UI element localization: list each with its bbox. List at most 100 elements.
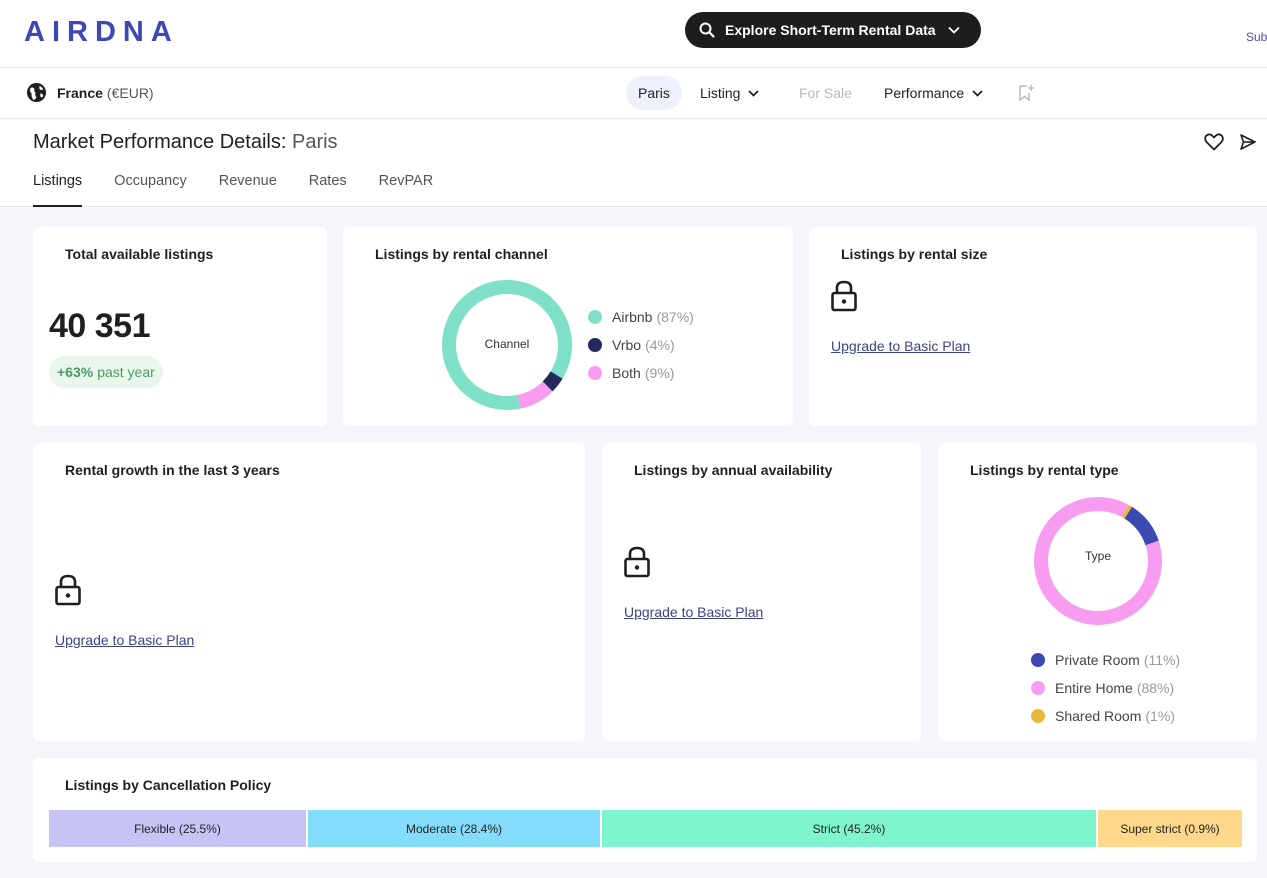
legend-item: Vrbo (4%) (588, 331, 694, 359)
donut-slice (517, 381, 553, 409)
cancellation-policy-card: Listings by Cancellation Policy Flexible… (33, 758, 1257, 862)
donut-center-label: Type (1085, 549, 1111, 563)
page-header: Market Performance Details: Paris Listin… (0, 119, 1267, 207)
card-title: Listings by annual availability (634, 462, 833, 478)
growth-label: past year (97, 364, 155, 380)
page-title: Market Performance Details: Paris (33, 131, 338, 154)
legend-pct: (1%) (1145, 708, 1175, 724)
card-title: Listings by rental type (970, 462, 1119, 478)
listing-dropdown[interactable]: Listing (688, 76, 771, 110)
card-title: Listings by rental channel (375, 246, 548, 262)
globe-icon (26, 82, 47, 103)
for-sale-nav[interactable]: For Sale (787, 76, 864, 110)
channel-legend: Airbnb (87%) Vrbo (4%) Both (9%) (588, 303, 694, 387)
title-city: Paris (291, 131, 338, 153)
tab-rates[interactable]: Rates (308, 173, 347, 189)
card-title: Rental growth in the last 3 years (65, 462, 280, 478)
market-nav-bar: France (€EUR) Paris Listing For Sale Per… (0, 68, 1267, 119)
donut-slice (1124, 506, 1159, 546)
airdna-logo[interactable]: AIRDNA (24, 14, 199, 46)
legend-label: Both (612, 365, 641, 381)
title-prefix: Market Performance Details: (33, 131, 287, 153)
rental-growth-card: Rental growth in the last 3 years Upgrad… (33, 443, 585, 741)
performance-label: Performance (884, 85, 965, 101)
rental-channel-card: Listings by rental channel Channel Airbn… (343, 227, 793, 426)
annual-availability-card: Listings by annual availability Upgrade … (602, 443, 921, 741)
legend-label: Entire Home (1055, 680, 1133, 696)
legend-item: Private Room (11%) (1031, 646, 1180, 674)
legend-dot (588, 310, 602, 324)
donut-slice (442, 280, 572, 410)
legend-pct: (4%) (645, 337, 675, 353)
region-selector[interactable]: France (€EUR) (26, 82, 154, 103)
tab-occupancy[interactable]: Occupancy (114, 173, 187, 189)
lock-icon (831, 280, 857, 312)
city-label: Paris (638, 85, 670, 101)
segment-moderate: Moderate (28.4%) (308, 810, 602, 847)
chevron-down-icon (972, 89, 983, 97)
legend-item: Airbnb (87%) (588, 303, 694, 331)
heart-icon[interactable] (1204, 133, 1224, 151)
type-legend: Private Room (11%) Entire Home (88%) Sha… (1031, 646, 1180, 730)
city-pill-paris[interactable]: Paris (626, 76, 682, 110)
rental-type-card: Listings by rental type Type Private Roo… (938, 443, 1257, 741)
donut-slice (1121, 504, 1132, 519)
legend-label: Airbnb (612, 309, 653, 325)
listing-label: Listing (700, 85, 741, 101)
legend-label: Private Room (1055, 652, 1140, 668)
legend-pct: (87%) (656, 309, 694, 325)
legend-item: Shared Room (1%) (1031, 702, 1180, 730)
lock-icon (624, 546, 650, 578)
legend-item: Both (9%) (588, 359, 694, 387)
bookmark-add-icon[interactable] (1017, 84, 1035, 102)
segment-super-strict: Super strict (0.9%) (1098, 810, 1242, 847)
legend-dot (1031, 653, 1045, 667)
tab-listings[interactable]: Listings (33, 173, 83, 207)
rental-size-card: Listings by rental size Upgrade to Basic… (809, 227, 1257, 426)
segment-flexible: Flexible (25.5%) (49, 810, 308, 847)
legend-dot (588, 338, 602, 352)
total-listings-value: 40 351 (49, 307, 151, 345)
legend-item: Entire Home (88%) (1031, 674, 1180, 702)
svg-text:AIRDNA: AIRDNA (24, 16, 179, 46)
tab-revenue[interactable]: Revenue (218, 173, 277, 189)
region-name: France (57, 84, 103, 101)
card-title: Listings by Cancellation Policy (65, 777, 272, 793)
subscribe-link[interactable]: Sub (1246, 30, 1267, 44)
tab-revpar[interactable]: RevPAR (378, 173, 434, 189)
currency-label: (€EUR) (106, 84, 154, 101)
chevron-down-icon (947, 26, 960, 34)
for-sale-label: For Sale (799, 85, 852, 101)
card-title: Listings by rental size (841, 246, 988, 262)
legend-label: Shared Room (1055, 708, 1142, 724)
card-title: Total available listings (65, 246, 214, 262)
total-listings-card: Total available listings 40 351 +63% pas… (33, 227, 327, 426)
growth-pct: +63% (57, 364, 94, 380)
legend-pct: (11%) (1143, 652, 1181, 668)
type-donut-chart: Type (1034, 497, 1162, 625)
legend-label: Vrbo (612, 337, 642, 353)
chevron-down-icon (748, 89, 760, 97)
top-header: AIRDNA Explore Short-Term Rental Data Su… (0, 0, 1267, 68)
legend-dot (1031, 681, 1045, 695)
metric-tabs: Listings Occupancy Revenue Rates RevPAR (33, 173, 465, 207)
explore-data-button[interactable]: Explore Short-Term Rental Data (685, 12, 981, 48)
upgrade-link[interactable]: Upgrade to Basic Plan (55, 632, 195, 648)
segment-strict: Strict (45.2%) (602, 810, 1098, 847)
legend-pct: (9%) (644, 365, 675, 381)
lock-icon (55, 574, 81, 606)
cancellation-stacked-bar: Flexible (25.5%) Moderate (28.4%) Strict… (49, 810, 1242, 847)
performance-dropdown[interactable]: Performance (872, 76, 995, 110)
donut-center-label: Channel (485, 337, 530, 351)
explore-label: Explore Short-Term Rental Data (725, 22, 936, 38)
legend-dot (1031, 709, 1045, 723)
search-icon (699, 22, 715, 38)
growth-badge: +63% past year (49, 356, 163, 388)
legend-dot (588, 366, 602, 380)
channel-donut-chart: Channel (442, 280, 572, 410)
upgrade-link[interactable]: Upgrade to Basic Plan (831, 338, 971, 354)
donut-slice (542, 371, 563, 392)
share-icon[interactable] (1239, 133, 1257, 151)
donut-slice (1034, 497, 1162, 625)
upgrade-link[interactable]: Upgrade to Basic Plan (624, 604, 764, 620)
